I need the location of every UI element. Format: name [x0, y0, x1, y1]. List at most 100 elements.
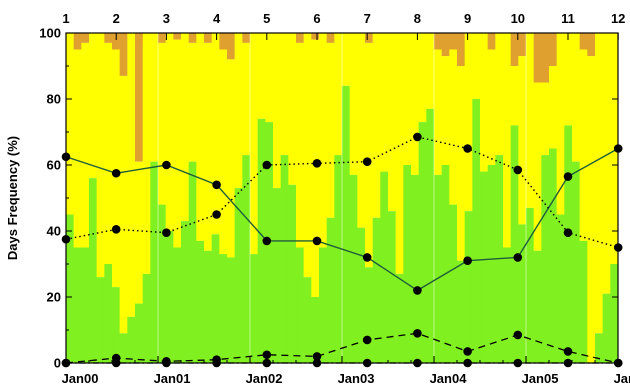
y-axis-title: Days Frequency (%)	[5, 136, 20, 260]
bar-green	[181, 221, 189, 363]
series-point-1	[312, 236, 322, 246]
bar-yellow	[127, 33, 136, 317]
bar-yellow	[158, 42, 166, 205]
bar-yellow	[319, 33, 327, 248]
series-point-1	[362, 253, 372, 262]
bar-orange	[219, 33, 228, 50]
bar-yellow	[372, 33, 381, 218]
bar-green	[273, 188, 281, 363]
bar-green	[541, 155, 550, 363]
x-tick-label-top: 1	[62, 11, 69, 26]
series-point-1	[212, 180, 221, 190]
bar-orange	[434, 33, 442, 50]
series-point-3	[463, 347, 472, 356]
y-tick-label: 0	[54, 356, 61, 371]
bar-orange	[73, 33, 82, 50]
bar-green	[518, 224, 527, 363]
bar-yellow	[219, 49, 228, 255]
bar-orange	[119, 33, 128, 76]
bar-yellow	[303, 33, 312, 278]
bar-green	[449, 204, 458, 363]
bar-yellow	[66, 33, 74, 215]
bar-green	[326, 217, 335, 363]
x-axis-bottom: Jan00 Jan01 Jan02 Jan03 Jan04 Jan05 Jan06	[62, 356, 630, 386]
series-point-2	[463, 144, 472, 153]
bar-green	[66, 214, 74, 363]
bar-yellow	[449, 49, 458, 205]
bar-green	[196, 240, 205, 363]
series-point-1	[262, 236, 272, 246]
series-point-2	[111, 225, 121, 234]
bar-yellow	[342, 33, 350, 86]
bar-yellow	[296, 42, 304, 248]
y-tick-label: 80	[47, 92, 61, 107]
bar-yellow	[602, 33, 611, 294]
bar-green	[487, 165, 496, 363]
bar-green	[579, 240, 588, 363]
bar-yellow	[411, 33, 419, 175]
bar-green	[104, 264, 113, 363]
bar-yellow	[104, 42, 113, 265]
bar-orange	[549, 33, 557, 66]
bar-yellow	[326, 42, 335, 218]
bar-yellow	[503, 33, 511, 248]
bar-yellow	[457, 66, 465, 261]
bar-green	[388, 211, 396, 363]
bars-layer	[66, 33, 619, 364]
bar-orange	[227, 33, 235, 60]
bar-yellow	[388, 33, 396, 212]
x-tick-label-bottom: Jan06	[614, 371, 630, 386]
bar-yellow	[165, 33, 174, 231]
bar-green	[319, 247, 327, 363]
bar-green	[349, 174, 358, 363]
bar-yellow	[579, 49, 588, 241]
bar-green	[595, 333, 603, 363]
x-tick-label-bottom: Jan05	[522, 371, 559, 386]
bar-orange	[242, 33, 251, 43]
x-tick-label-top: 12	[611, 11, 625, 26]
bar-yellow	[434, 49, 442, 175]
series-point-2	[162, 228, 171, 237]
bar-green	[296, 247, 304, 363]
bar-yellow	[196, 33, 205, 241]
bar-yellow	[556, 33, 565, 215]
bar-green	[510, 125, 519, 364]
x-tick-label-bottom: Jan02	[246, 371, 283, 386]
bar-yellow	[227, 59, 235, 258]
series-point-3	[513, 330, 523, 340]
x-tick-label-top: 10	[511, 11, 525, 26]
x-tick-label-top: 2	[113, 11, 120, 26]
bar-green	[403, 165, 412, 363]
bar-green	[564, 125, 573, 364]
bar-green	[457, 260, 465, 363]
bar-yellow	[365, 42, 373, 268]
series-point-2	[362, 157, 372, 166]
bar-orange	[365, 33, 373, 43]
y-axis: 0 20 40 60 80 100	[39, 26, 618, 371]
bar-orange	[587, 33, 596, 57]
bar-green	[526, 207, 534, 363]
series-point-2	[413, 132, 422, 142]
bar-orange	[204, 33, 212, 43]
series-point-3	[362, 335, 372, 345]
bar-yellow	[150, 33, 159, 162]
bar-green	[158, 204, 166, 363]
bar-yellow	[89, 33, 97, 179]
bar-yellow	[533, 82, 542, 251]
bar-yellow	[495, 33, 504, 156]
bar-yellow	[464, 33, 473, 212]
bar-yellow	[487, 49, 496, 165]
bar-green	[503, 247, 511, 363]
bar-green	[242, 155, 251, 363]
bar-orange	[449, 33, 458, 50]
bar-orange	[173, 33, 182, 40]
bar-yellow	[311, 39, 320, 297]
bar-yellow	[173, 39, 182, 248]
bar-green	[142, 273, 151, 363]
y-tick-label: 20	[47, 290, 61, 305]
bar-yellow	[549, 66, 557, 149]
bar-green	[219, 254, 228, 363]
bar-green	[188, 161, 197, 363]
series-point-3	[563, 347, 573, 356]
bar-yellow	[280, 33, 289, 156]
